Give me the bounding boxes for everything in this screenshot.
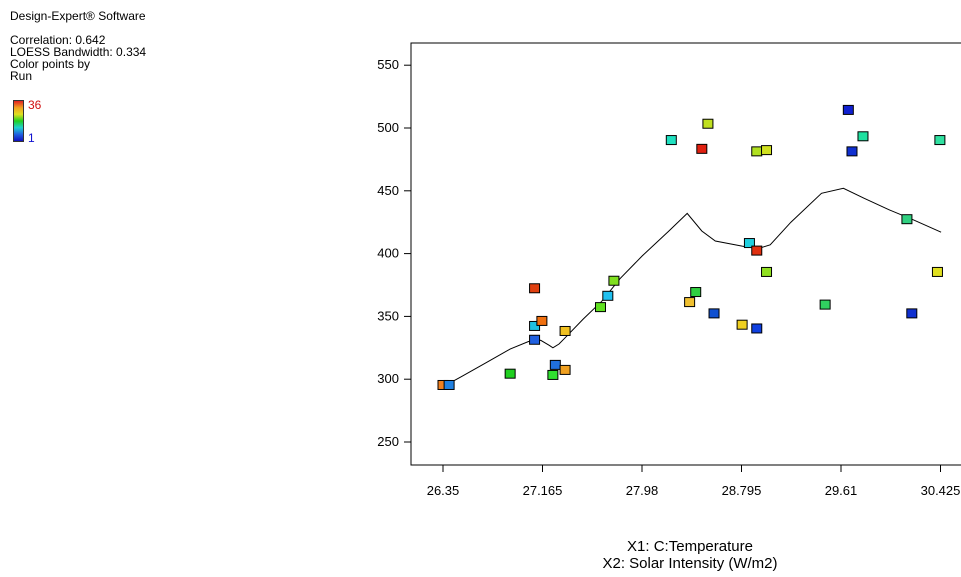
- data-point: [547, 369, 559, 380]
- y-tick-label: 350: [377, 308, 399, 323]
- software-label: Design-Expert® Software: [10, 9, 146, 23]
- data-point: [761, 145, 773, 156]
- color-points-label: Color points by: [10, 57, 91, 71]
- x-axis-label-2: X2: Solar Intensity (W/m2): [602, 555, 778, 572]
- x-tick-label: 28.795: [722, 483, 762, 498]
- data-point: [559, 364, 571, 375]
- data-point: [690, 287, 702, 298]
- color-by-run-label: Run: [10, 69, 33, 83]
- info-panel: Design-Expert® Software Correlation: 0.6…: [10, 10, 146, 82]
- x-axis: 26.35 27.165 27.98 28.795 29.61 30.425: [427, 465, 961, 498]
- data-point: [901, 214, 913, 225]
- y-tick-label: 550: [377, 57, 399, 72]
- y-axis: 250 300 350 400 450 500 550: [377, 57, 411, 449]
- data-point: [443, 379, 455, 390]
- legend-high-label: 36: [28, 98, 42, 112]
- legend-low-label: 1: [28, 131, 35, 145]
- data-point: [702, 118, 714, 129]
- data-point: [931, 266, 943, 277]
- x-axis-label-1: X1: C:Temperature: [627, 538, 753, 555]
- data-point: [934, 135, 946, 146]
- data-point: [819, 299, 831, 310]
- data-point: [708, 308, 720, 319]
- data-point: [529, 320, 541, 331]
- x-tick-label: 27.165: [523, 483, 563, 498]
- data-point: [857, 131, 869, 142]
- bandwidth-label: LOESS Bandwidth: 0.334: [10, 45, 147, 59]
- data-point: [842, 104, 854, 115]
- data-point: [906, 308, 918, 319]
- data-point: [736, 319, 748, 330]
- data-point: [529, 283, 541, 294]
- data-point: [846, 146, 858, 157]
- data-point: [761, 266, 773, 277]
- y-tick-label: 450: [377, 183, 399, 198]
- data-point: [549, 359, 561, 370]
- data-point: [536, 315, 548, 326]
- data-point: [751, 245, 763, 256]
- data-point: [594, 302, 606, 313]
- data-point: [743, 238, 755, 249]
- data-point: [504, 368, 516, 379]
- data-point: [665, 135, 677, 146]
- data-point: [602, 290, 614, 301]
- y-tick-label: 300: [377, 371, 399, 386]
- correlation-label: Correlation: 0.642: [10, 33, 106, 47]
- data-point: [684, 297, 696, 308]
- data-point: [559, 325, 571, 336]
- y-tick-label: 250: [377, 434, 399, 449]
- data-point: [696, 143, 708, 154]
- x-tick-label: 26.35: [427, 483, 460, 498]
- y-tick-label: 400: [377, 246, 399, 261]
- x-tick-label: 29.61: [825, 483, 858, 498]
- x-tick-label: 27.98: [626, 483, 659, 498]
- plot-frame: [410, 42, 961, 466]
- data-point: [751, 146, 763, 157]
- data-points: [437, 104, 946, 390]
- data-point: [608, 275, 620, 286]
- data-point: [529, 334, 541, 345]
- scatter-chart: 250 300 350 400 450 500 550 26.35 27.165 27.98 28…: [377, 42, 961, 498]
- color-legend-bar: [13, 100, 24, 142]
- data-point: [751, 323, 763, 334]
- y-tick-label: 500: [377, 120, 399, 135]
- x-tick-label: 30.425: [921, 483, 961, 498]
